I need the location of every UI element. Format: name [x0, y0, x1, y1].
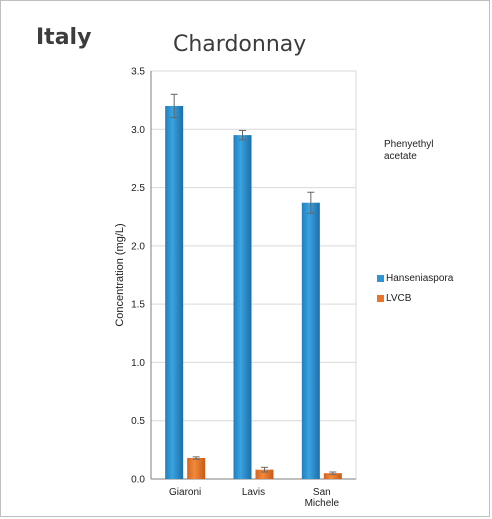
y-tick-label: 1.0: [131, 358, 145, 369]
x-tick-label: Lavis: [242, 487, 265, 498]
y-tick-label: 2.0: [131, 241, 145, 252]
chart-title: Chardonnay: [173, 32, 307, 57]
compound-annotation: Phenyethyl acetate: [384, 139, 434, 162]
x-tick-label-line: Giaroni: [169, 487, 201, 498]
bar-hanseniaspora-0: [165, 105, 184, 479]
x-tick-label-line: San: [313, 487, 331, 498]
country-label: Italy: [36, 25, 92, 50]
x-tick-label: Giaroni: [169, 487, 201, 498]
x-tick-label-line: Michele: [305, 498, 340, 509]
x-tick-label: San Michele: [305, 487, 340, 509]
legend-swatch-hanseniaspora: [377, 274, 384, 282]
legend-item-hanseniaspora: Hanseniaspora: [377, 268, 453, 288]
bar-lvcb-0: [187, 458, 206, 479]
bar-hanseniaspora-2: [301, 202, 320, 479]
y-tick-label: 3.0: [131, 125, 145, 136]
y-tick-label: 1.5: [131, 300, 145, 311]
chart-legend: Hanseniaspora LVCB: [377, 268, 453, 308]
legend-label-hanseniaspora: Hanseniaspora: [386, 272, 454, 284]
bar-hanseniaspora-1: [233, 135, 252, 479]
y-tick-label: 0.0: [131, 475, 145, 486]
y-tick-label: 0.5: [131, 416, 145, 427]
legend-label-lvcb: LVCB: [386, 292, 412, 304]
legend-swatch-lvcb: [377, 294, 384, 302]
bar-lvcb-1: [255, 469, 274, 479]
y-axis-title: Concentration (mg/L): [114, 223, 126, 326]
x-tick-label-line: Lavis: [242, 487, 265, 498]
y-tick-label: 2.5: [131, 183, 145, 194]
bar-lvcb-2: [323, 473, 342, 479]
legend-item-lvcb: LVCB: [377, 288, 453, 308]
y-tick-label: 3.5: [131, 67, 145, 78]
